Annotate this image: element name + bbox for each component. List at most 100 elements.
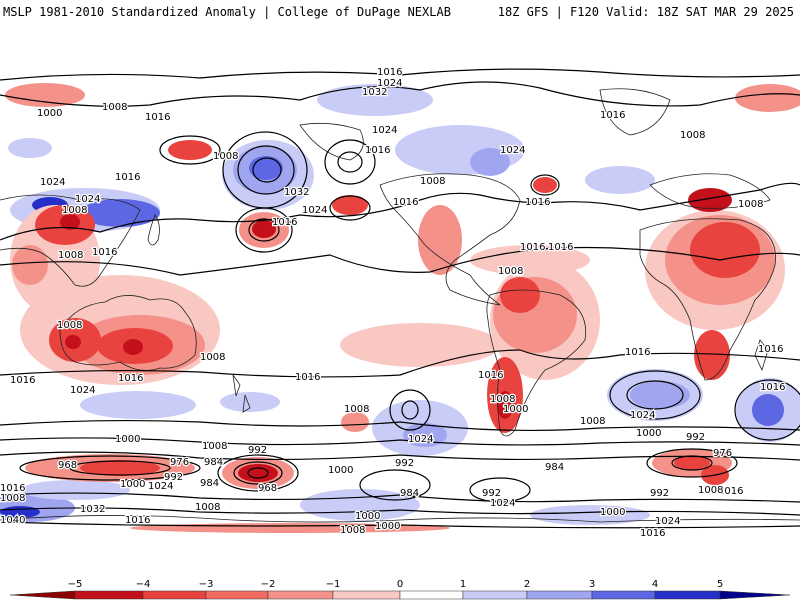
anomaly-negative [497,391,513,419]
isobar-label: 1016 [295,372,320,383]
isobar-label: 1008 [498,267,523,278]
isobar-label: 1016 [760,382,785,393]
isobar-label: 1016 [118,373,143,384]
anomaly-map: 1016 1024 1008 1000 1016 1032 1016 1024 … [0,50,800,540]
anomaly-negative [65,335,81,349]
isobar-label: 1016 [548,242,573,253]
isobar-label: 1008 [0,493,25,504]
isobar-label: 1024 [655,516,680,527]
isobar-label: 1008 [340,525,365,536]
isobar-label: 1008 [738,199,763,210]
isobar-label: 992 [482,488,501,499]
colorbar-segment [332,590,401,600]
isobar-label: 1008 [200,352,225,363]
colorbar-segment [74,590,144,600]
isobar-label: 1016 [478,370,503,381]
colorbar-ticks: −5 −4 −3 −2 −1 0 1 2 3 4 5 [68,579,724,590]
anomaly-positive [585,166,655,194]
isobar-label: 1008 [213,151,238,162]
isobar-label: 1016 [0,483,25,494]
colorbar-segment [142,590,207,600]
isobar-label: 1024 [500,145,525,156]
colorbar-tick-label: 0 [397,579,403,590]
isobar-label: 992 [248,445,267,456]
isobar-label: 992 [686,432,705,443]
model-run-info: 18Z GFS | F120 Valid: 18Z SAT MAR 29 202… [497,5,794,19]
isobar-label: 1024 [148,481,173,492]
anomaly-negative [500,277,540,313]
colorbar-tick-label: −2 [261,579,276,590]
isobar-label: 1000 [375,521,400,532]
isobar-label: 1008 [490,394,515,405]
anomaly-positive [8,138,52,158]
anomaly-negative [123,339,143,355]
colorbar-segment [267,590,334,600]
isobar-label: 1016 [145,112,170,123]
colorbar-segment [399,590,464,600]
anomaly-positive [470,148,510,176]
isobar-label: 1016 [640,528,665,539]
isobar-label: 992 [650,488,669,499]
isobar-label: 984 [400,488,419,499]
anomaly-positive [80,391,196,419]
anomaly-positive [80,199,160,227]
anomaly-negative [60,214,80,230]
anomaly-negative [341,412,369,432]
isobar-label: 1016 [525,197,550,208]
isobar-label: 976 [713,448,732,459]
anomaly-positive [317,84,433,116]
isobar-label: 1016 [115,172,140,183]
colorbar-tick-label: −1 [326,579,341,590]
anomaly-negative [735,84,800,112]
anomaly-negative [340,323,500,367]
colorbar-segments [9,590,791,600]
isobar-label: 1008 [698,485,723,496]
colorbar-segment [719,590,791,600]
colorbar-segment [526,590,593,600]
anomaly-positive [530,505,650,525]
isobar-label: 1024 [408,434,433,445]
anomaly-positive [20,480,130,500]
colorbar-tick-label: −5 [68,579,83,590]
isobar-label: 1008 [580,416,605,427]
colorbar-segment [462,590,528,600]
isobar-label: 1016 [272,217,297,228]
isobar-label: 1016 [365,145,390,156]
anomaly-negative [80,460,160,476]
isobar-label: 984 [204,457,223,468]
isobar-label: 1008 [62,205,87,216]
isobar-label: 1000 [355,511,380,522]
anomaly-negative [674,456,710,470]
isobar-label: 1008 [57,320,82,331]
isobar-label: 1016 [377,67,402,78]
isobar-label: 1016 [393,197,418,208]
isobar-label: 968 [58,460,77,471]
colorbar-tick-label: 5 [717,579,723,590]
anomaly-negative [238,464,278,482]
anomaly-positive [752,394,784,426]
isobar-label: 992 [395,458,414,469]
isobar-label: 1008 [202,441,227,452]
anomaly-negative [694,330,730,380]
isobar-label: 968 [258,483,277,494]
isobar-label: 1016 [718,486,743,497]
anomaly-negative [12,245,48,285]
anomaly-negative [418,205,462,275]
anomaly-negative [332,195,368,215]
anomaly-positive [249,156,283,180]
colorbar-segment [9,590,76,600]
isobar-label: 1016 [625,347,650,358]
isobar-label: 1032 [362,87,387,98]
isobar-label: 1024 [372,125,397,136]
anomaly-positive [630,381,690,409]
isobar-label: 1024 [75,194,100,205]
anomaly-negative [252,220,276,238]
anomaly-colorbar: −5 −4 −3 −2 −1 0 1 2 3 4 5 [0,578,800,600]
anomaly-negative [168,140,212,160]
isobar-label: 1008 [102,102,127,113]
isobar-label: 984 [200,478,219,489]
isobar-label: 984 [545,462,564,473]
colorbar-tick-label: 3 [589,579,595,590]
isobar-label: 1024 [490,498,515,509]
isobar-label: 1040 [0,515,25,526]
